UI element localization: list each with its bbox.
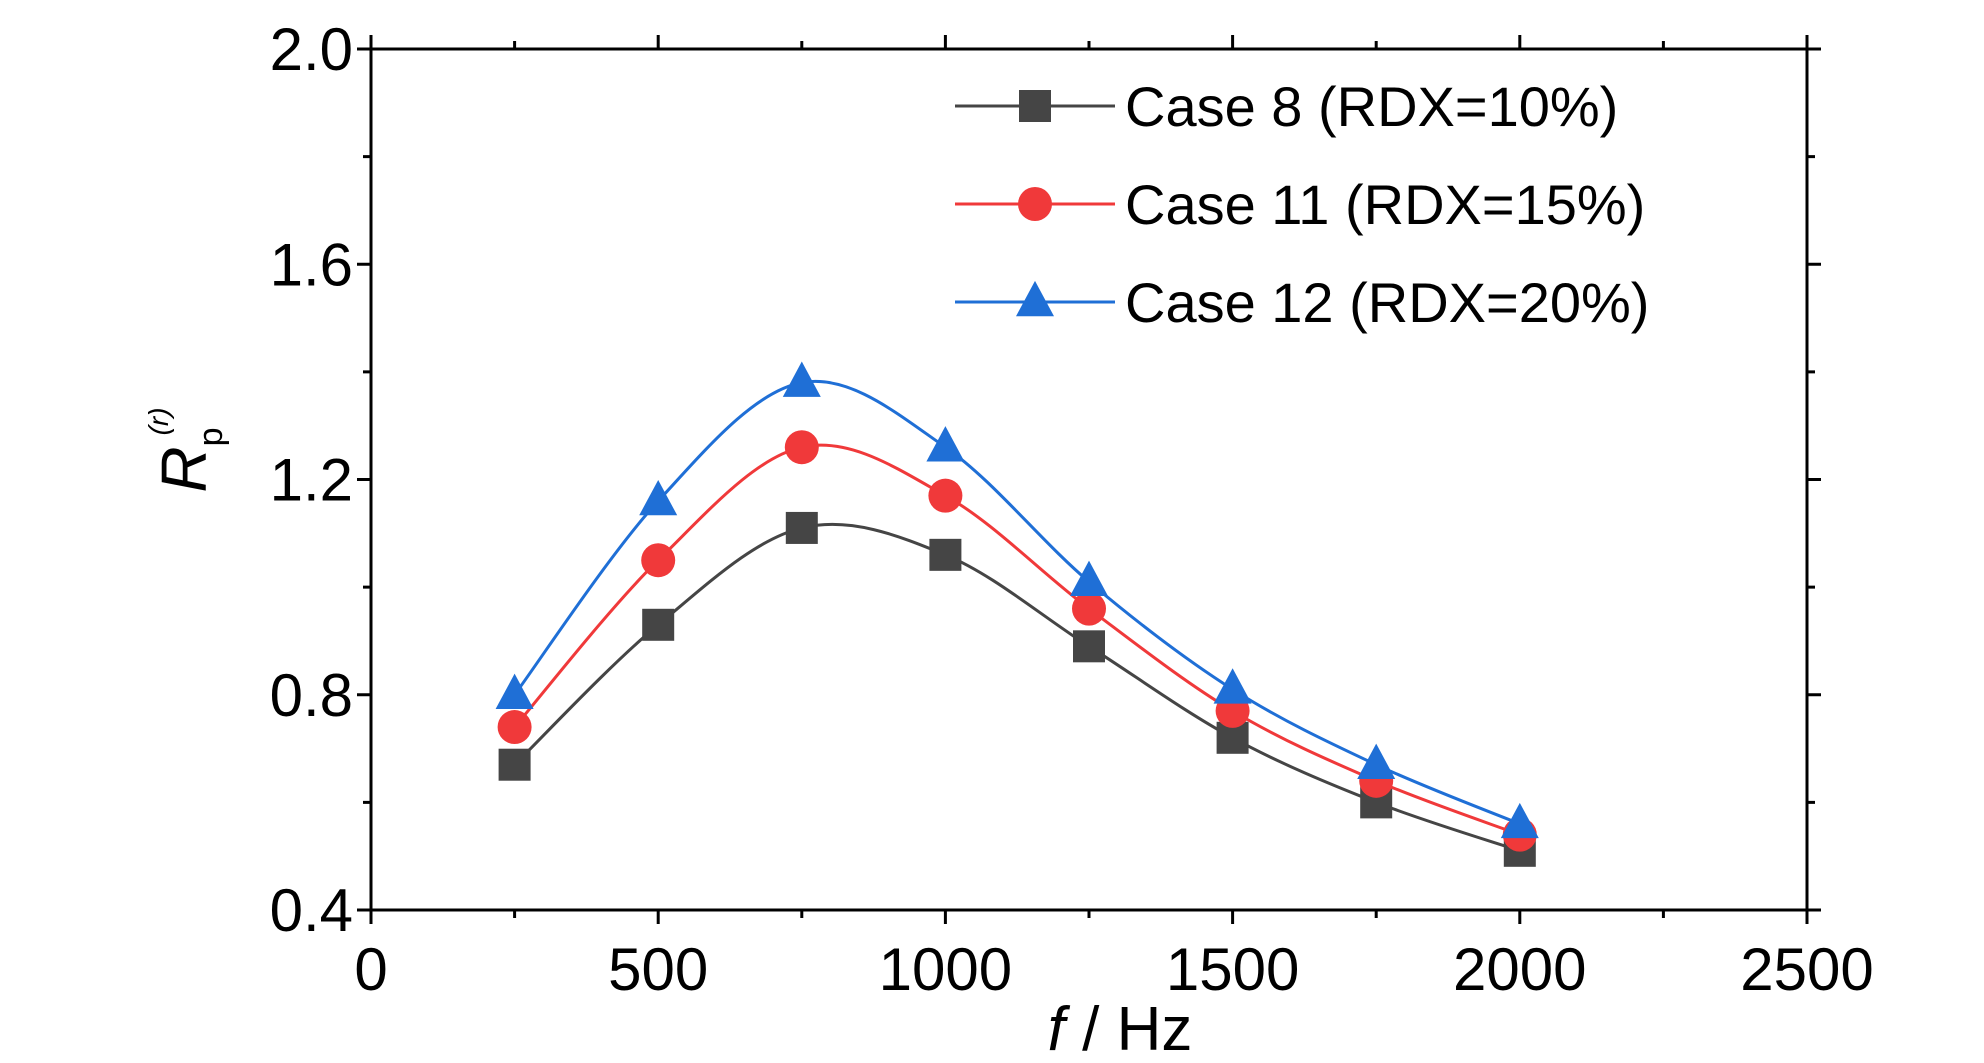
data-point-triangle [1070,560,1108,597]
tick-labels: 0 500 1000 1500 2000 2500 0.4 0.8 1.2 1.6 2.0 [270,16,1874,1003]
data-point-circle [784,430,819,465]
data-point-square [498,748,531,781]
x-tick-label: 2000 [1453,936,1586,1003]
y-axis-label-sub: p [192,427,230,446]
series-layer [495,361,1539,867]
legend-label: Case 12 (RDX=20%) [1125,271,1649,334]
data-point-square [642,608,675,641]
data-point-triangle [1213,668,1252,704]
legend-marker-circle [1018,187,1052,221]
x-axis-label-unit: / Hz [1065,995,1192,1063]
legend-label: Case 11 (RDX=15%) [1125,173,1645,236]
series-1 [498,511,1536,867]
data-point-square [929,538,962,571]
data-point-circle [497,710,532,745]
x-tick-label: 500 [608,936,708,1003]
legend-marker-square [1019,90,1051,122]
y-axis-label-main: R [148,446,220,492]
data-point-square [1073,630,1105,663]
data-point-circle [928,478,963,513]
legend: Case 8 (RDX=10%) Case 11 (RDX=15%) Case 12… [955,75,1649,334]
data-point-circle [641,543,676,578]
legend-label: Case 8 (RDX=10%) [1125,75,1618,138]
y-axis-label-sup: (r) [143,407,174,435]
y-tick-label: 0.4 [270,877,353,944]
legend-item: Case 8 (RDX=10%) [955,75,1618,138]
data-point-triangle [495,673,534,710]
x-axis-label: f / Hz [1048,995,1193,1063]
data-point-triangle [926,426,965,462]
data-point-circle [1072,591,1106,626]
x-tick-label: 1000 [879,936,1012,1003]
y-axis-label: Rp (r) [143,407,230,492]
legend-item: Case 11 (RDX=15%) [955,173,1645,236]
y-tick-label: 1.6 [270,231,353,298]
y-tick-label: 1.2 [270,447,353,514]
x-tick-label: 2500 [1740,936,1873,1003]
data-point-triangle [782,361,821,397]
y-tick-label: 2.0 [270,16,353,83]
data-point-triangle [1357,743,1396,779]
y-axis-label-text: Rp (r) [143,407,230,492]
plot-frame [369,47,1809,912]
x-tick-label: 0 [354,936,387,1003]
series-3 [495,361,1539,839]
y-tick-label: 0.8 [270,662,353,729]
legend-item: Case 12 (RDX=20%) [955,271,1649,334]
data-point-square [785,511,818,544]
data-point-triangle [1500,802,1539,839]
data-point-triangle [639,479,678,516]
legend-marker-triangle [1016,280,1054,317]
x-tick-label: 1500 [1166,936,1299,1003]
series-2 [497,430,1537,852]
